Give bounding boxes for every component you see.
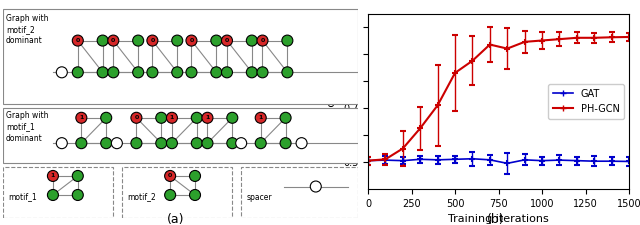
Ellipse shape [257, 67, 268, 78]
Ellipse shape [166, 112, 177, 123]
Ellipse shape [97, 67, 108, 78]
Ellipse shape [310, 181, 321, 192]
Text: 0: 0 [168, 173, 172, 178]
Ellipse shape [186, 35, 197, 46]
Ellipse shape [191, 112, 202, 123]
Bar [241, 167, 358, 218]
Bar [3, 108, 358, 163]
Ellipse shape [131, 112, 142, 123]
Text: (a): (a) [167, 213, 185, 225]
Text: Graph with: Graph with [6, 111, 49, 120]
Ellipse shape [282, 35, 293, 46]
Ellipse shape [72, 171, 83, 181]
Ellipse shape [156, 112, 167, 123]
Ellipse shape [221, 67, 232, 78]
Ellipse shape [147, 35, 158, 46]
Ellipse shape [164, 171, 175, 181]
Ellipse shape [76, 138, 87, 149]
Ellipse shape [186, 67, 197, 78]
Ellipse shape [202, 112, 213, 123]
Text: 0: 0 [225, 38, 229, 43]
Ellipse shape [211, 35, 222, 46]
Ellipse shape [221, 35, 232, 46]
Text: dominant: dominant [6, 36, 43, 45]
Ellipse shape [132, 35, 143, 46]
Ellipse shape [47, 171, 58, 181]
Ellipse shape [132, 67, 143, 78]
Ellipse shape [56, 67, 67, 78]
Text: 0: 0 [111, 38, 115, 43]
Ellipse shape [56, 138, 67, 149]
Legend: GAT, PH-GCN: GAT, PH-GCN [548, 84, 624, 119]
Text: motif_2: motif_2 [6, 25, 35, 34]
Text: 1: 1 [170, 115, 174, 120]
Ellipse shape [189, 189, 200, 200]
Text: motif_1: motif_1 [6, 122, 35, 131]
X-axis label: Training iterations: Training iterations [448, 214, 549, 224]
Ellipse shape [100, 138, 112, 149]
Ellipse shape [72, 67, 83, 78]
Ellipse shape [236, 138, 246, 149]
Ellipse shape [147, 67, 158, 78]
Ellipse shape [164, 189, 175, 200]
Bar [122, 167, 232, 218]
Text: dominant: dominant [6, 134, 43, 143]
Ellipse shape [282, 67, 293, 78]
Text: 0: 0 [150, 38, 154, 43]
Ellipse shape [280, 112, 291, 123]
Ellipse shape [131, 138, 142, 149]
Ellipse shape [202, 138, 213, 149]
Ellipse shape [108, 35, 119, 46]
Text: 1: 1 [79, 115, 84, 120]
Text: motif_1: motif_1 [8, 193, 37, 202]
Ellipse shape [166, 138, 177, 149]
Ellipse shape [100, 112, 112, 123]
Text: 0: 0 [260, 38, 264, 43]
Ellipse shape [257, 35, 268, 46]
Bar [3, 167, 113, 218]
Ellipse shape [191, 138, 202, 149]
Text: motif_2: motif_2 [127, 193, 156, 202]
Ellipse shape [211, 67, 222, 78]
Ellipse shape [97, 35, 108, 46]
Ellipse shape [227, 112, 238, 123]
Ellipse shape [255, 138, 266, 149]
Text: 1: 1 [259, 115, 263, 120]
Text: 1: 1 [51, 173, 55, 178]
Ellipse shape [108, 67, 119, 78]
Bar [3, 9, 358, 104]
Text: 0: 0 [134, 115, 138, 120]
Ellipse shape [280, 138, 291, 149]
Y-axis label: Test accuracy: Test accuracy [327, 63, 337, 139]
Text: 0: 0 [189, 38, 193, 43]
Ellipse shape [189, 171, 200, 181]
Ellipse shape [172, 35, 183, 46]
Text: 1: 1 [205, 115, 210, 120]
Ellipse shape [47, 189, 58, 200]
Ellipse shape [172, 67, 183, 78]
Text: (b): (b) [487, 213, 505, 225]
Text: Graph with: Graph with [6, 14, 49, 23]
Ellipse shape [72, 189, 83, 200]
Ellipse shape [156, 138, 167, 149]
Ellipse shape [111, 138, 122, 149]
Text: 0: 0 [76, 38, 80, 43]
Ellipse shape [296, 138, 307, 149]
Ellipse shape [246, 35, 257, 46]
Ellipse shape [72, 35, 83, 46]
Ellipse shape [255, 112, 266, 123]
Text: spacer: spacer [246, 193, 272, 202]
Ellipse shape [246, 67, 257, 78]
Ellipse shape [76, 112, 87, 123]
Ellipse shape [227, 138, 238, 149]
